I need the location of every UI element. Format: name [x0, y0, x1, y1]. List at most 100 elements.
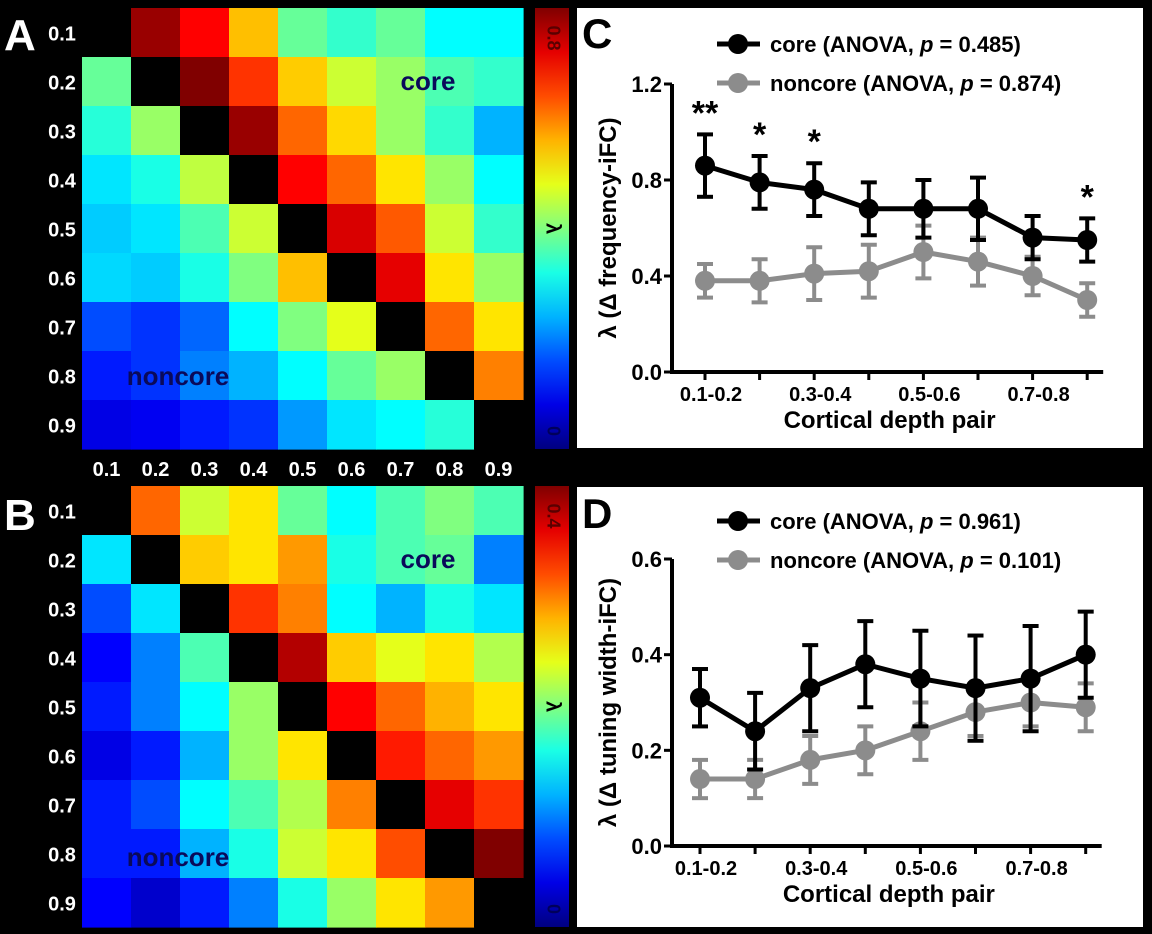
heatmap-cell-diagonal: [474, 878, 524, 928]
heatmap-cell: [327, 351, 377, 401]
heatmap-cell: [82, 633, 132, 683]
data-point-noncore: [1022, 266, 1043, 286]
heatmap-cell: [327, 535, 377, 585]
heatmap-cell: [82, 57, 132, 107]
data-point-core: [800, 678, 821, 699]
data-point-noncore: [695, 270, 715, 291]
heatmap-cell: [131, 486, 181, 536]
x-tick-label: 0.7-0.8: [1007, 384, 1069, 406]
heatmap-cell: [474, 8, 524, 58]
legend-marker-core: [728, 34, 748, 54]
heatmap-cell-diagonal: [131, 57, 181, 107]
heatmap-cell: [131, 351, 181, 401]
heatmap-cell: [82, 155, 132, 205]
heatmap-cell-diagonal: [474, 400, 524, 450]
heatmap-col-label: 0.5: [289, 459, 317, 481]
data-point-core: [913, 198, 934, 219]
heatmap-cell: [180, 878, 230, 928]
heatmap-cell: [131, 780, 181, 830]
heatmap-a-core-label: core: [401, 66, 456, 96]
data-point-core: [965, 678, 986, 699]
heatmap-cell: [180, 829, 230, 879]
heatmap-cell-diagonal: [376, 302, 426, 352]
y-tick-label: 0.0: [631, 834, 662, 859]
heatmap-cell: [474, 535, 524, 585]
x-tick-label: 0.3-0.4: [785, 858, 848, 880]
heatmap-cell: [131, 204, 181, 254]
colorbar-min-label: 0: [543, 426, 563, 436]
data-point-core: [910, 668, 931, 689]
heatmap-cell: [131, 400, 181, 450]
data-point-core: [855, 654, 876, 675]
heatmap-cell: [131, 155, 181, 205]
heatmap-cell: [474, 106, 524, 156]
heatmap-a: [82, 8, 524, 450]
heatmap-col-label: 0.4: [240, 459, 269, 481]
heatmap-row-label: 0.5: [48, 220, 76, 242]
heatmap-cell: [278, 535, 328, 585]
heatmap-cell: [229, 535, 279, 585]
heatmap-cell: [82, 829, 132, 879]
data-point-noncore: [745, 769, 766, 790]
colorbar-min-label: 0: [543, 904, 563, 914]
heatmap-cell: [327, 204, 377, 254]
heatmap-cell: [278, 302, 328, 352]
series-core: [695, 132, 1098, 264]
heatmap-cell: [180, 780, 230, 830]
data-point-noncore: [855, 740, 876, 761]
heatmap-cell: [278, 829, 328, 879]
heatmap-cell: [278, 155, 328, 205]
y-tick-label: 0.0: [631, 360, 662, 385]
heatmap-cell: [278, 400, 328, 450]
x-tick-label: 0.5-0.6: [895, 858, 957, 880]
panel-c: C 0.0 0.4 0.8 1.2 0.1-0.2 0.3-0.4 0.5-0.6 0.7-0…: [577, 8, 1143, 448]
heatmap-cell: [376, 106, 426, 156]
heatmap-row-label: 0.3: [48, 122, 76, 144]
panel-d: D 0.0 0.2 0.4 0.6 0.1-0.2 0.3-0.4 0.5-0.6 0.7-0…: [577, 487, 1143, 927]
significance-mark: *: [808, 123, 822, 161]
heatmap-b: [82, 486, 524, 928]
heatmap-row-label: 0.7: [48, 796, 76, 818]
heatmap-cell-diagonal: [425, 351, 475, 401]
heatmap-col-labels: 0.1 0.2 0.3 0.4 0.5 0.6 0.7 0.8 0.9: [93, 459, 513, 481]
colorbar-max-label: 0.4: [543, 503, 563, 528]
heatmap-cell-diagonal: [278, 682, 328, 732]
heatmap-cell-diagonal: [327, 731, 377, 781]
y-tick-label: 1.2: [631, 72, 662, 97]
heatmap-cell: [474, 633, 524, 683]
heatmap-cell: [82, 780, 132, 830]
heatmap-cell: [229, 731, 279, 781]
colorbar-b: 0.4 0 λ: [535, 486, 569, 927]
heatmap-cell: [180, 302, 230, 352]
legend-label-noncore: noncore (ANOVA, p = 0.101): [770, 548, 1061, 573]
heatmap-cell: [180, 57, 230, 107]
heatmap-cell: [229, 486, 279, 536]
heatmap-cell: [82, 351, 132, 401]
heatmap-cell-diagonal: [180, 584, 230, 634]
heatmap-cell: [425, 57, 475, 107]
data-point-core: [1075, 644, 1096, 665]
heatmap-cell: [327, 486, 377, 536]
heatmap-cell: [180, 253, 230, 303]
heatmap-cell: [376, 535, 426, 585]
heatmap-cell-diagonal: [131, 535, 181, 585]
data-point-core: [804, 179, 825, 200]
heatmap-col-label: 0.2: [142, 459, 170, 481]
heatmap-cell: [327, 780, 377, 830]
heatmap-cell: [180, 486, 230, 536]
heatmap-row-label: 0.2: [48, 551, 76, 573]
heatmap-cell-diagonal: [376, 780, 426, 830]
heatmap-cell: [376, 253, 426, 303]
heatmap-col-label: 0.6: [338, 459, 366, 481]
data-point-core: [1077, 230, 1098, 250]
heatmap-cell: [474, 351, 524, 401]
y-tick-label: 0.8: [631, 168, 662, 193]
heatmap-cell: [131, 253, 181, 303]
heatmap-cell: [131, 682, 181, 732]
heatmap-cell: [425, 400, 475, 450]
series-noncore: [690, 676, 1096, 801]
heatmap-b-core-label: core: [401, 544, 456, 574]
panel-letter-a: A: [4, 11, 36, 60]
heatmap-cell: [82, 682, 132, 732]
heatmap-cell: [474, 584, 524, 634]
